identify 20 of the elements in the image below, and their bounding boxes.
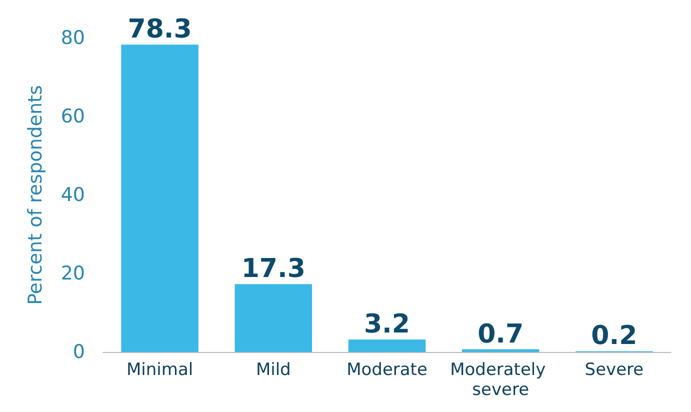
- x-tick-label: Moderately severe: [450, 360, 552, 400]
- data-label: 0.2: [591, 321, 638, 352]
- bar: [121, 44, 198, 352]
- x-tick-label: Severe: [584, 360, 644, 380]
- x-tick-label: Moderate: [346, 360, 428, 380]
- x-tick-label: Minimal: [126, 360, 194, 380]
- x-tick-label: Mild: [256, 360, 291, 380]
- y-tick-label: 60: [60, 106, 85, 128]
- y-axis-title: Percent of respondents: [24, 85, 46, 305]
- y-tick-label: 40: [60, 184, 85, 206]
- y-tick-label: 0: [72, 341, 85, 363]
- y-tick-label: 20: [60, 262, 85, 284]
- data-label: 3.2: [364, 309, 410, 340]
- bar: [234, 284, 312, 352]
- bar: [462, 349, 540, 352]
- y-tick-label: 80: [60, 27, 85, 49]
- data-label: 0.7: [478, 319, 524, 350]
- data-label: 17.3: [241, 254, 306, 284]
- data-label: 78.3: [128, 14, 192, 45]
- bar: [348, 339, 426, 352]
